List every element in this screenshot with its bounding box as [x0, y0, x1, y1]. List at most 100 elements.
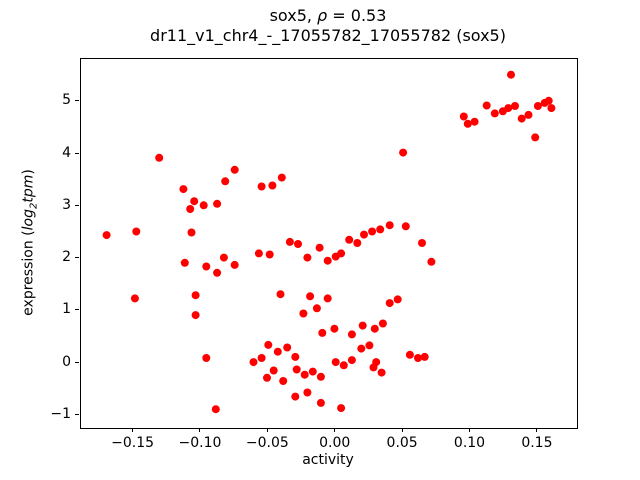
data-point [132, 227, 141, 236]
data-point [300, 370, 309, 379]
data-point [180, 258, 189, 267]
data-point [283, 343, 292, 352]
data-point [211, 405, 220, 414]
y-tick-label: 2 [62, 249, 71, 266]
data-point [482, 101, 491, 110]
y-axis-label-close: ) [20, 169, 37, 175]
data-point [294, 240, 302, 248]
y-tick-label: 5 [62, 92, 71, 109]
data-point [308, 367, 317, 376]
data-point [155, 153, 164, 162]
data-point [504, 104, 513, 113]
data-point [276, 290, 285, 299]
x-tick-mark [334, 428, 336, 432]
data-point [368, 227, 377, 236]
data-point [385, 221, 394, 230]
data-point [463, 119, 472, 128]
x-tick-mark [469, 428, 471, 432]
data-point [269, 366, 278, 375]
data-point [376, 225, 385, 234]
x-tick-label: 0.10 [453, 435, 486, 451]
data-point [254, 249, 263, 258]
data-point [202, 262, 211, 271]
data-point [470, 117, 479, 126]
data-point [291, 352, 300, 361]
data-point [531, 133, 540, 142]
data-point [459, 112, 468, 121]
data-point [547, 104, 556, 113]
data-point [179, 185, 188, 194]
data-point [263, 373, 271, 382]
x-tick-mark [199, 428, 201, 432]
y-tick-label: 3 [62, 196, 71, 213]
y-tick-label: −1 [50, 405, 71, 422]
x-tick-label: 0.00 [319, 435, 351, 451]
data-point [385, 299, 394, 308]
data-point [303, 388, 312, 397]
data-point [427, 257, 436, 266]
data-point [347, 356, 356, 365]
data-point [273, 347, 282, 356]
y-tick-mark [75, 100, 79, 102]
data-point [292, 365, 301, 374]
data-point [347, 330, 356, 339]
data-point [357, 344, 366, 353]
data-point [221, 177, 230, 186]
data-point [337, 404, 346, 413]
data-point [405, 350, 414, 359]
data-point [190, 197, 199, 206]
data-point [202, 354, 211, 362]
x-tick-label: −0.15 [111, 435, 155, 451]
y-tick-mark [75, 361, 79, 363]
data-point [353, 239, 362, 247]
data-point [264, 340, 273, 349]
y-tick-mark [75, 152, 79, 154]
data-point [330, 324, 339, 333]
x-tick-label: 0.15 [521, 435, 553, 451]
x-tick-label: −0.05 [245, 435, 289, 451]
data-point [186, 205, 195, 213]
x-tick-mark [266, 428, 268, 432]
scatter-svg [102, 70, 556, 414]
data-point [230, 260, 239, 269]
x-axis-label: activity [302, 452, 354, 468]
data-point [418, 239, 426, 247]
data-point [316, 398, 325, 407]
data-point [191, 291, 200, 300]
data-point [219, 253, 228, 262]
data-point [323, 294, 332, 303]
data-point [337, 249, 346, 258]
data-point [511, 102, 519, 110]
data-point [102, 231, 111, 240]
data-point [257, 354, 266, 362]
data-point [331, 358, 340, 367]
y-tick-mark [75, 413, 79, 415]
data-point [365, 341, 374, 350]
data-point [369, 363, 378, 372]
data-point [524, 110, 533, 119]
data-point [285, 237, 294, 246]
data-point [279, 377, 288, 385]
chart-title: sox5, ρ = 0.53 [80, 6, 576, 26]
data-point [130, 294, 139, 303]
data-point [517, 114, 526, 123]
data-point [303, 253, 312, 262]
data-point [360, 230, 368, 239]
chart-subtitle: dr11_v1_chr4_-_17055782_17055782 (sox5) [150, 26, 506, 45]
data-point [191, 311, 200, 320]
data-point [339, 361, 348, 370]
y-axis-label: expression (log2tpm) [20, 93, 40, 393]
data-point [414, 354, 422, 362]
data-point [187, 228, 196, 237]
data-point [318, 328, 327, 337]
data-point [299, 309, 308, 318]
x-tick-label: −0.10 [178, 435, 222, 451]
data-point [291, 392, 300, 401]
data-point [199, 201, 208, 210]
data-point [533, 102, 542, 110]
data-point [323, 256, 332, 265]
x-tick-mark [401, 428, 403, 432]
data-point [507, 70, 515, 79]
chart-title-value: = 0.53 [327, 6, 387, 25]
data-point [420, 352, 429, 361]
